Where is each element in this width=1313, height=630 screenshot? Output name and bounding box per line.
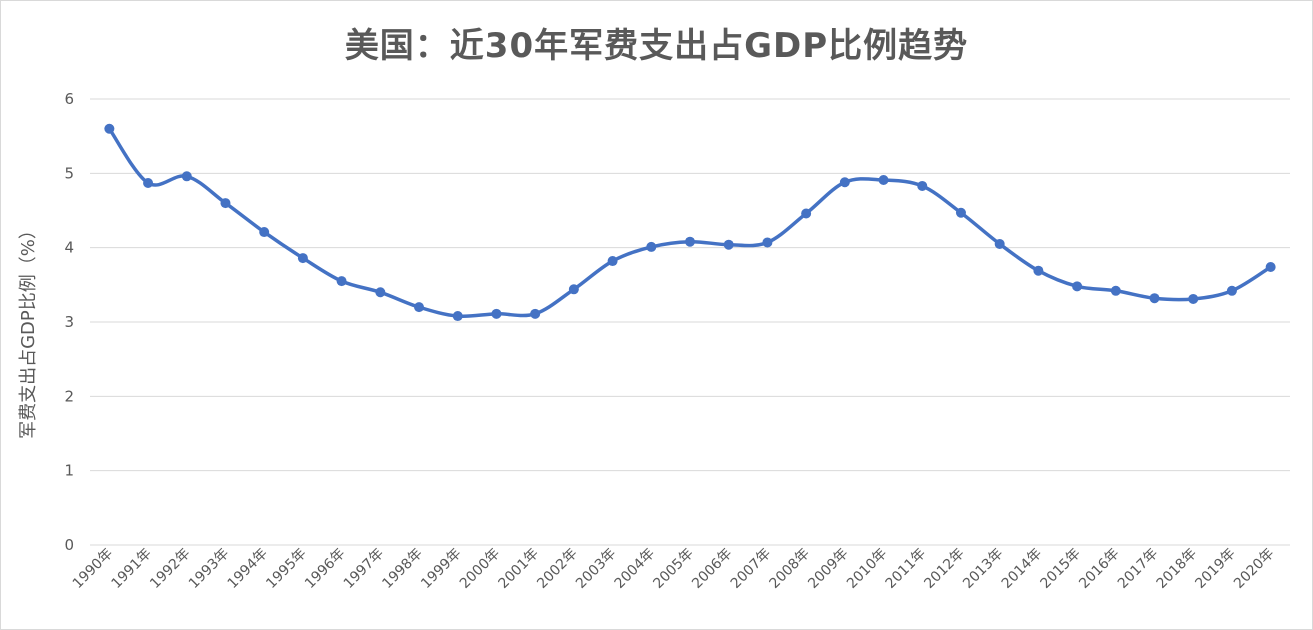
x-tick-label: 2020年: [1231, 546, 1277, 592]
y-tick-label: 3: [64, 313, 74, 331]
data-point-1996年: [336, 276, 347, 287]
x-tick-label: 1994年: [225, 546, 271, 592]
data-point-2017年: [1149, 293, 1160, 304]
x-tick-label: 2014年: [999, 546, 1045, 592]
gridlines: [90, 98, 1290, 546]
data-point-2016年: [1110, 285, 1121, 296]
data-point-2011年: [917, 180, 928, 191]
x-tick-label: 2019年: [1192, 546, 1238, 592]
data-point-2003年: [607, 256, 618, 267]
data-point-2013年: [994, 238, 1005, 249]
x-tick-label: 2008年: [767, 546, 813, 592]
y-tick-label: 2: [64, 387, 74, 405]
x-tick-label: 2013年: [960, 546, 1006, 592]
y-tick-label: 6: [64, 90, 74, 108]
data-point-2014年: [1033, 265, 1044, 276]
data-point-2015年: [1072, 281, 1083, 292]
x-tick-label: 2011年: [883, 546, 929, 592]
x-tick-label: 1990年: [70, 546, 116, 592]
x-tick-label: 2015年: [1038, 546, 1084, 592]
x-tick-label: 1992年: [147, 546, 193, 592]
data-point-2002年: [568, 284, 579, 295]
series-line: [107, 126, 1273, 319]
data-point-1999年: [452, 311, 463, 322]
x-tick-label: 2009年: [805, 546, 851, 592]
x-tick-label: 2003年: [573, 546, 619, 592]
data-point-1990年: [104, 123, 115, 134]
data-point-1991年: [143, 177, 154, 188]
data-point-2004年: [646, 241, 657, 252]
data-point-2006年: [723, 239, 734, 250]
data-point-2000年: [491, 308, 502, 319]
data-point-1998年: [414, 302, 425, 313]
chart-title: 美国：近30年军费支出占GDP比例趋势: [344, 26, 969, 66]
x-axis-ticks: 1990年1991年1992年1993年1994年1995年1996年1997年…: [70, 546, 1278, 592]
data-point-2007年: [762, 237, 773, 248]
data-point-1994年: [259, 227, 270, 238]
data-point-2001年: [530, 308, 541, 319]
y-tick-label: 1: [64, 462, 74, 480]
y-tick-label: 5: [64, 164, 74, 182]
data-point-1992年: [181, 171, 192, 182]
x-tick-label: 2002年: [534, 546, 580, 592]
x-tick-label: 1999年: [418, 546, 464, 592]
data-point-2008年: [801, 208, 812, 219]
x-tick-label: 2017年: [1115, 546, 1161, 592]
x-tick-label: 2018年: [1154, 546, 1200, 592]
y-axis-ticks: 0 1 2 3 4 5 6: [64, 90, 74, 554]
data-point-2012年: [955, 207, 966, 218]
x-tick-label: 2006年: [689, 546, 735, 592]
data-point-2009年: [839, 177, 850, 188]
x-tick-label: 2004年: [612, 546, 658, 592]
data-point-2005年: [685, 236, 695, 247]
data-point-1995年: [297, 253, 308, 264]
x-tick-label: 2000年: [457, 546, 503, 592]
x-tick-label: 2005年: [650, 546, 696, 592]
x-tick-label: 1997年: [341, 546, 387, 592]
y-tick-label: 0: [64, 536, 74, 554]
series-group: [104, 123, 1276, 322]
data-point-2019年: [1226, 285, 1237, 296]
data-point-2018年: [1188, 293, 1199, 304]
x-tick-label: 2010年: [844, 546, 890, 592]
x-tick-label: 2016年: [1076, 546, 1122, 592]
data-point-2010年: [878, 175, 889, 186]
x-tick-label: 1995年: [263, 546, 309, 592]
x-tick-label: 2012年: [921, 546, 967, 592]
data-point-1993年: [220, 198, 231, 209]
x-tick-label: 1993年: [186, 546, 232, 592]
x-tick-label: 2007年: [728, 546, 774, 592]
x-tick-label: 1991年: [108, 546, 154, 592]
x-tick-label: 1998年: [379, 546, 425, 592]
data-point-2020年: [1265, 261, 1276, 272]
y-tick-label: 4: [64, 239, 74, 257]
x-tick-label: 1996年: [302, 546, 348, 592]
data-point-1997年: [375, 287, 386, 298]
x-tick-label: 2001年: [496, 546, 542, 592]
